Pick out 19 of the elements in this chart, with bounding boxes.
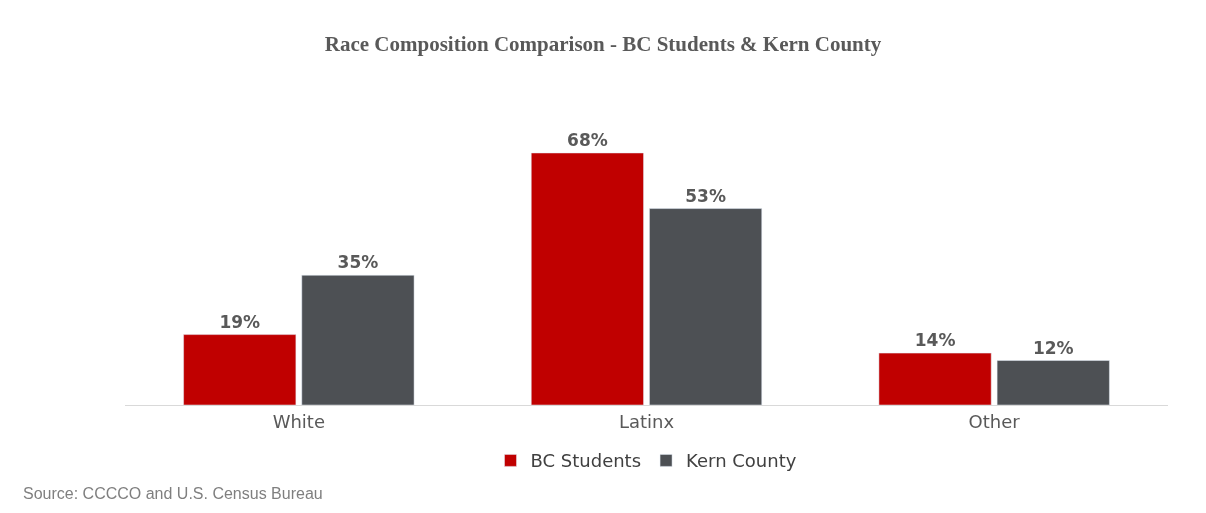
data-label: 12% xyxy=(1032,337,1074,358)
legend-label: BC Students xyxy=(530,450,642,472)
x-tick-label: Latinx xyxy=(618,410,675,432)
x-tick-label: Other xyxy=(968,410,1021,432)
data-label: 53% xyxy=(685,185,726,206)
bar xyxy=(531,152,644,405)
bar xyxy=(649,208,762,405)
source-note: Source: CCCCO and U.S. Census Bureau xyxy=(23,485,323,502)
data-label: 19% xyxy=(219,311,261,332)
bar xyxy=(183,334,297,405)
bar xyxy=(878,352,992,405)
bar xyxy=(996,360,1110,405)
bar xyxy=(301,275,415,405)
data-label: 35% xyxy=(337,252,379,273)
legend-label: Kern County xyxy=(686,450,797,472)
data-label: 68% xyxy=(567,129,608,150)
data-label: 14% xyxy=(914,330,956,351)
x-tick-label: White xyxy=(272,410,325,432)
chart-title: Race Composition Comparison - BC Students & Kern County xyxy=(324,31,882,56)
